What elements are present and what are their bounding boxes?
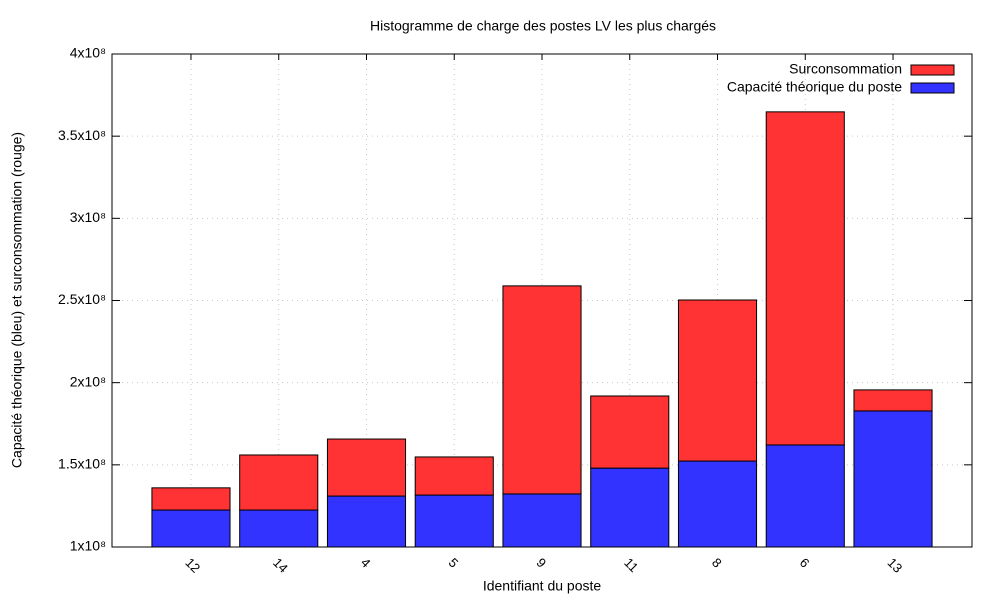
legend-label: Capacité théorique du poste	[727, 79, 902, 95]
legend-swatch	[910, 82, 955, 94]
bar-segment	[326, 495, 407, 548]
bar-segment	[502, 493, 582, 548]
bar-segment	[765, 444, 845, 548]
y-tick-label: 3.5x10⁸	[58, 127, 106, 143]
bar-segment	[151, 509, 231, 548]
x-tick-label: 8	[709, 555, 725, 571]
x-tick-label: 9	[533, 555, 549, 571]
plot-frame	[111, 53, 973, 548]
bar-segment	[502, 285, 582, 495]
y-tick-label: 1x10⁸	[70, 538, 106, 554]
y-tick-label: 1.5x10⁸	[58, 456, 106, 472]
x-tick-label: 14	[270, 555, 291, 576]
legend-label: Surconsommation	[789, 61, 902, 77]
bar-segment	[677, 299, 758, 462]
bar-segment	[677, 460, 758, 548]
bar-segment	[765, 111, 845, 446]
bar-segment	[414, 494, 494, 548]
bar-segment	[590, 395, 670, 469]
x-tick-label: 12	[182, 555, 203, 576]
x-tick-label: 6	[797, 555, 813, 571]
x-tick-label: 5	[446, 555, 462, 571]
x-tick-label: 13	[884, 555, 905, 576]
y-tick-label: 3x10⁸	[70, 209, 106, 225]
bar-segment	[853, 410, 933, 548]
y-axis-label: Capacité théorique (bleu) et surconsomma…	[9, 132, 25, 468]
chart-title: Histogramme de charge des postes LV les …	[370, 18, 716, 34]
bar-segment	[590, 467, 670, 548]
bar-segment	[239, 454, 319, 511]
bar-segment	[853, 389, 933, 412]
y-tick-label: 2x10⁸	[70, 373, 106, 389]
legend-swatch	[910, 64, 955, 76]
bar-segment	[414, 456, 494, 496]
y-tick-label: 2.5x10⁸	[58, 291, 106, 307]
y-tick-label: 4x10⁸	[70, 45, 106, 61]
x-tick-label: 4	[358, 555, 374, 571]
bar-segment	[239, 509, 319, 548]
bar-segment	[326, 438, 407, 497]
x-tick-label: 11	[621, 555, 641, 575]
x-axis-label: Identifiant du poste	[483, 578, 602, 594]
bar-segment	[151, 487, 231, 511]
